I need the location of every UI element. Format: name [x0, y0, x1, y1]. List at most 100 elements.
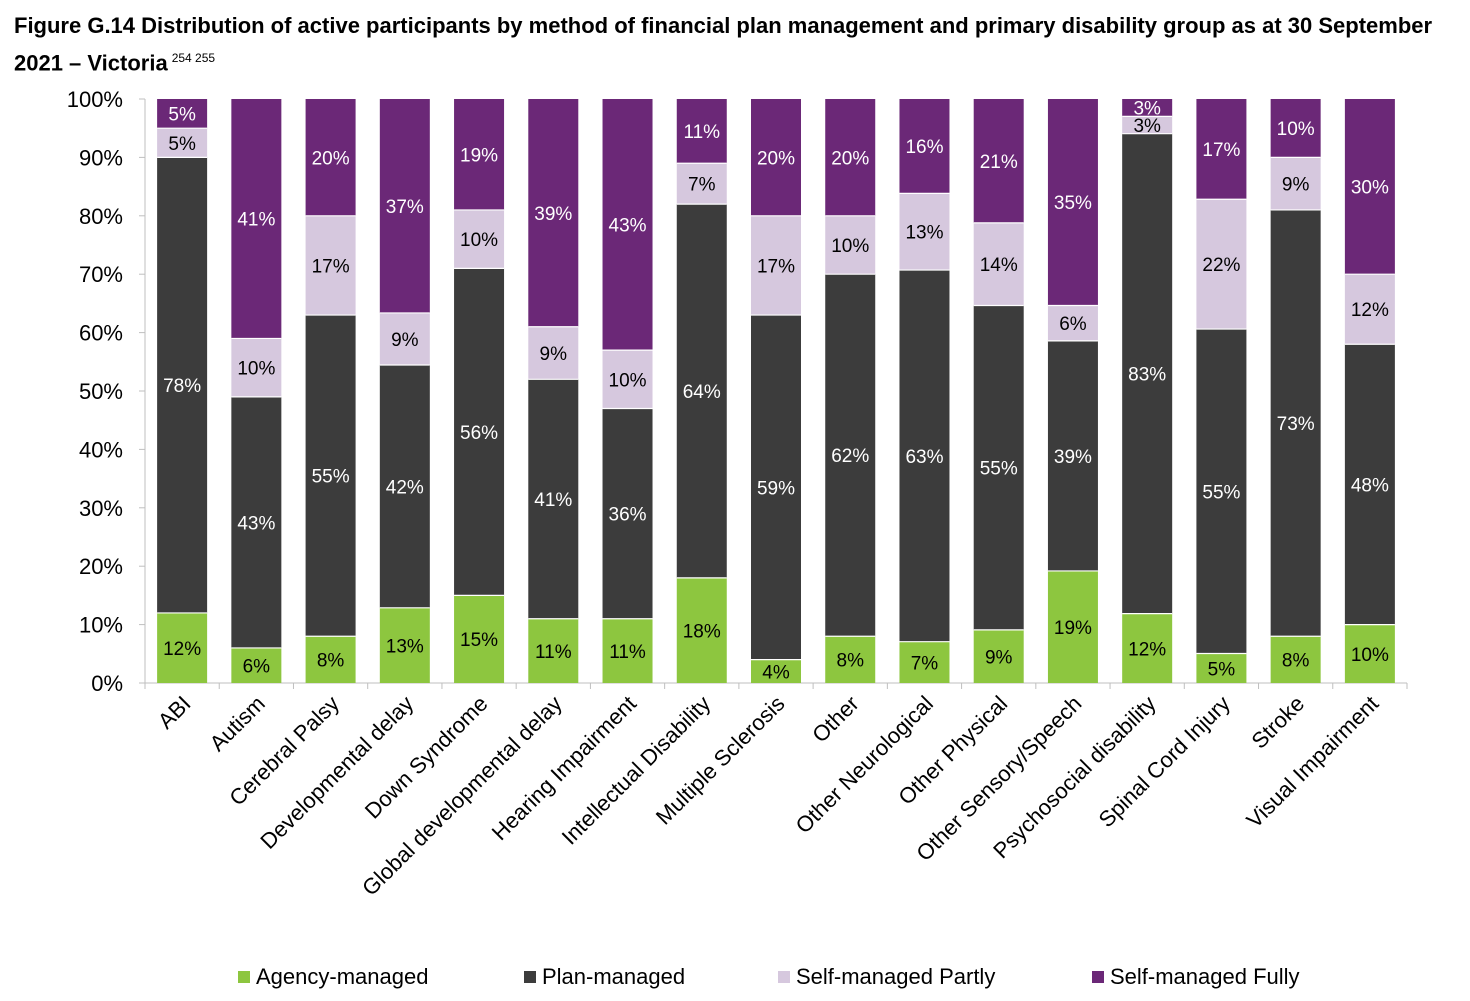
data-label: 9% — [985, 647, 1013, 668]
y-tick-label: 20% — [79, 554, 123, 579]
y-tick-label: 60% — [79, 321, 123, 346]
bar-segment-agency-managed — [231, 647, 282, 683]
chart-title-text: Figure G.14 Distribution of active parti… — [14, 13, 1433, 76]
bar-segment-self-managed-partly — [1344, 274, 1395, 345]
y-tick-label: 70% — [79, 262, 123, 287]
data-label: 9% — [1282, 175, 1310, 196]
data-label: 12% — [1128, 639, 1166, 660]
data-label: 62% — [831, 446, 869, 467]
data-label: 11% — [535, 642, 572, 663]
data-label: 17% — [757, 256, 795, 277]
data-label: 22% — [1202, 255, 1240, 276]
data-label: 56% — [460, 423, 498, 444]
data-label: 10% — [460, 230, 498, 251]
bar-segment-self-managed-fully — [157, 99, 208, 129]
bar-segment-plan-managed — [305, 315, 356, 637]
data-label: 11% — [609, 642, 646, 663]
bar-segment-plan-managed — [1122, 133, 1173, 614]
data-label: 10% — [609, 370, 647, 391]
data-label: 11% — [683, 122, 720, 143]
stacked-bar-chart: 0% 10% 20% 30% 40% 50% 60% 70% 80% 90% 100% 12% 78% 5… — [67, 87, 1408, 901]
chart-title: Figure G.14 Distribution of active parti… — [14, 10, 1464, 79]
bar-segment-self-managed-fully — [973, 99, 1024, 223]
x-category-label: Autism — [205, 691, 270, 756]
bar-segment-plan-managed — [825, 274, 876, 637]
bar-segment-self-managed-partly — [751, 215, 801, 316]
data-label: 35% — [1054, 193, 1092, 214]
data-label: 12% — [1351, 300, 1389, 321]
data-label: 10% — [237, 359, 275, 380]
data-label: 19% — [460, 145, 498, 166]
bar-segment-plan-managed — [379, 364, 430, 608]
bar-segment-agency-managed — [751, 659, 801, 683]
title-footnote-refs: 254 255 — [171, 51, 216, 65]
data-label: 10% — [1351, 645, 1389, 666]
bar-segment-self-managed-fully — [1047, 99, 1098, 306]
legend-item: Agency-managed — [238, 964, 428, 990]
bar-segment-self-managed-fully — [751, 99, 801, 216]
y-tick-label: 40% — [79, 437, 123, 462]
data-label: 10% — [1277, 119, 1315, 140]
legend-swatch — [778, 971, 790, 983]
data-label: 64% — [683, 382, 721, 403]
data-label: 5% — [168, 105, 196, 126]
data-label: 8% — [1282, 651, 1310, 672]
data-label: 37% — [386, 197, 424, 218]
data-label: 5% — [1208, 659, 1236, 680]
data-label: 55% — [312, 467, 350, 488]
x-category-label: Other — [807, 691, 864, 748]
data-label: 12% — [163, 639, 201, 660]
x-category-label: Other Neurological — [791, 691, 938, 838]
data-label: 7% — [688, 175, 716, 196]
data-label: 3% — [1133, 99, 1161, 120]
data-label: 21% — [980, 152, 1018, 173]
y-tick-label: 0% — [91, 671, 123, 696]
bar-segment-self-managed-fully — [454, 99, 505, 210]
x-category-label: Visual Impairment — [1242, 691, 1384, 833]
x-category-label: Spinal Cord Injury — [1094, 691, 1235, 832]
data-label: 9% — [391, 330, 419, 351]
bar-segment-self-managed-partly — [899, 193, 950, 271]
bar-segment-self-managed-partly — [1270, 157, 1321, 210]
bar-segment-self-managed-partly — [379, 312, 430, 365]
data-label: 42% — [386, 477, 424, 498]
data-label: 13% — [386, 636, 424, 657]
x-category-label: Multiple Sclerosis — [651, 691, 790, 830]
data-label: 59% — [757, 478, 795, 499]
legend-item: Plan-managed — [524, 964, 685, 990]
bar-segment-agency-managed — [1196, 653, 1247, 683]
y-tick-label: 90% — [79, 145, 123, 170]
x-category-label: Stroke — [1247, 691, 1310, 754]
data-label: 15% — [460, 630, 498, 651]
bar-segment-self-managed-partly — [1122, 116, 1173, 134]
y-tick-label: 10% — [79, 613, 123, 638]
bar-segment-plan-managed — [602, 408, 653, 619]
bar-segment-agency-managed — [1344, 624, 1395, 683]
bar-segment-self-managed-fully — [676, 99, 727, 164]
data-label: 36% — [609, 505, 647, 526]
bar-segment-agency-managed — [305, 636, 356, 683]
bar-segment-self-managed-partly — [1047, 305, 1098, 341]
data-label: 78% — [163, 376, 201, 397]
bar-segment-self-managed-fully — [825, 99, 876, 216]
bar-segment-plan-managed — [973, 305, 1024, 630]
bar-segment-agency-managed — [1047, 570, 1098, 683]
bar-segment-self-managed-partly — [528, 326, 579, 380]
bar-segment-self-managed-fully — [1344, 99, 1395, 275]
data-label: 39% — [1054, 447, 1092, 468]
bar-segment-plan-managed — [1270, 209, 1321, 637]
data-label: 30% — [1351, 178, 1389, 199]
bar-segment-plan-managed — [751, 315, 801, 660]
data-label: 48% — [1351, 475, 1389, 496]
bar-segment-self-managed-fully — [231, 99, 282, 339]
data-label: 17% — [1202, 140, 1240, 161]
data-label: 55% — [980, 459, 1018, 480]
bar-segment-self-managed-partly — [973, 222, 1024, 306]
data-label: 9% — [540, 344, 568, 365]
data-label: 55% — [1202, 482, 1240, 503]
data-label: 16% — [905, 137, 943, 158]
bar-segment-plan-managed — [454, 268, 505, 596]
bar-segment-self-managed-fully — [602, 99, 653, 351]
data-label: 6% — [1059, 314, 1087, 335]
data-label: 83% — [1128, 365, 1166, 386]
